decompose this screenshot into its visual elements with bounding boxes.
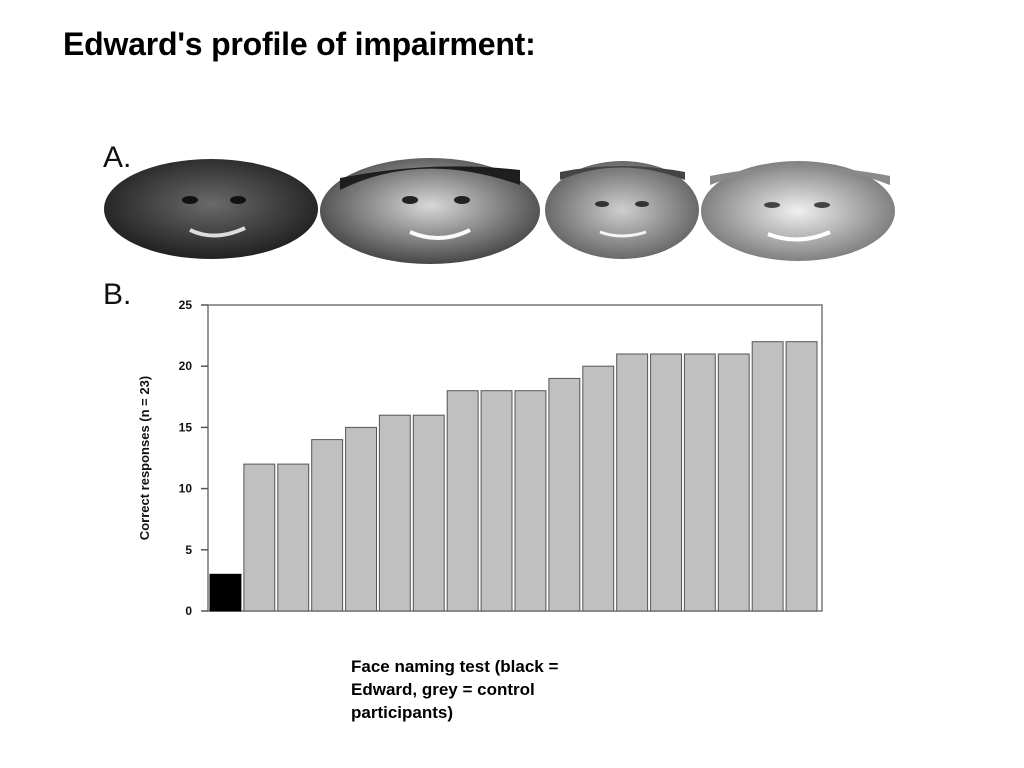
face-photo-1 <box>104 159 318 259</box>
face-photos <box>104 158 895 264</box>
bar-11 <box>548 377 581 612</box>
bar-2 <box>243 463 276 612</box>
bar-7 <box>412 414 445 612</box>
y-tick-label-4: 20 <box>179 359 193 373</box>
slide-title: Edward's profile of impairment: <box>63 26 536 62</box>
bar-9 <box>480 390 513 612</box>
chart-caption: Face naming test (black = Edward, grey =… <box>351 657 559 722</box>
bar-chart: 0 5 10 15 20 25 Correct responses (n = 23) <box>137 298 823 618</box>
face-photo-3 <box>545 161 699 259</box>
face-photo-4 <box>701 161 895 261</box>
bar-12 <box>582 365 615 612</box>
bar-6 <box>378 414 411 612</box>
panel-a-label: A. <box>103 141 132 174</box>
bar-4 <box>311 439 344 612</box>
bar-1 <box>209 573 242 612</box>
bar-18 <box>785 341 818 612</box>
bar-10 <box>514 390 547 612</box>
panel-b-label: B. <box>103 278 132 311</box>
y-tick-label-2: 10 <box>179 482 193 496</box>
y-axis-title: Correct responses (n = 23) <box>137 376 152 540</box>
bar-13 <box>616 353 649 612</box>
y-tick-label-3: 15 <box>179 420 193 434</box>
bar-14 <box>650 353 682 612</box>
bar-3 <box>277 463 310 612</box>
bar-17 <box>751 341 784 612</box>
bar-8 <box>446 390 479 612</box>
y-tick-label-5: 25 <box>179 298 193 312</box>
face-photo-2 <box>320 158 540 264</box>
bar-5 <box>345 426 378 612</box>
y-tick-label-1: 5 <box>185 543 192 557</box>
bar-15 <box>683 353 716 612</box>
bar-16 <box>717 353 750 612</box>
y-tick-label-0: 0 <box>185 604 192 618</box>
